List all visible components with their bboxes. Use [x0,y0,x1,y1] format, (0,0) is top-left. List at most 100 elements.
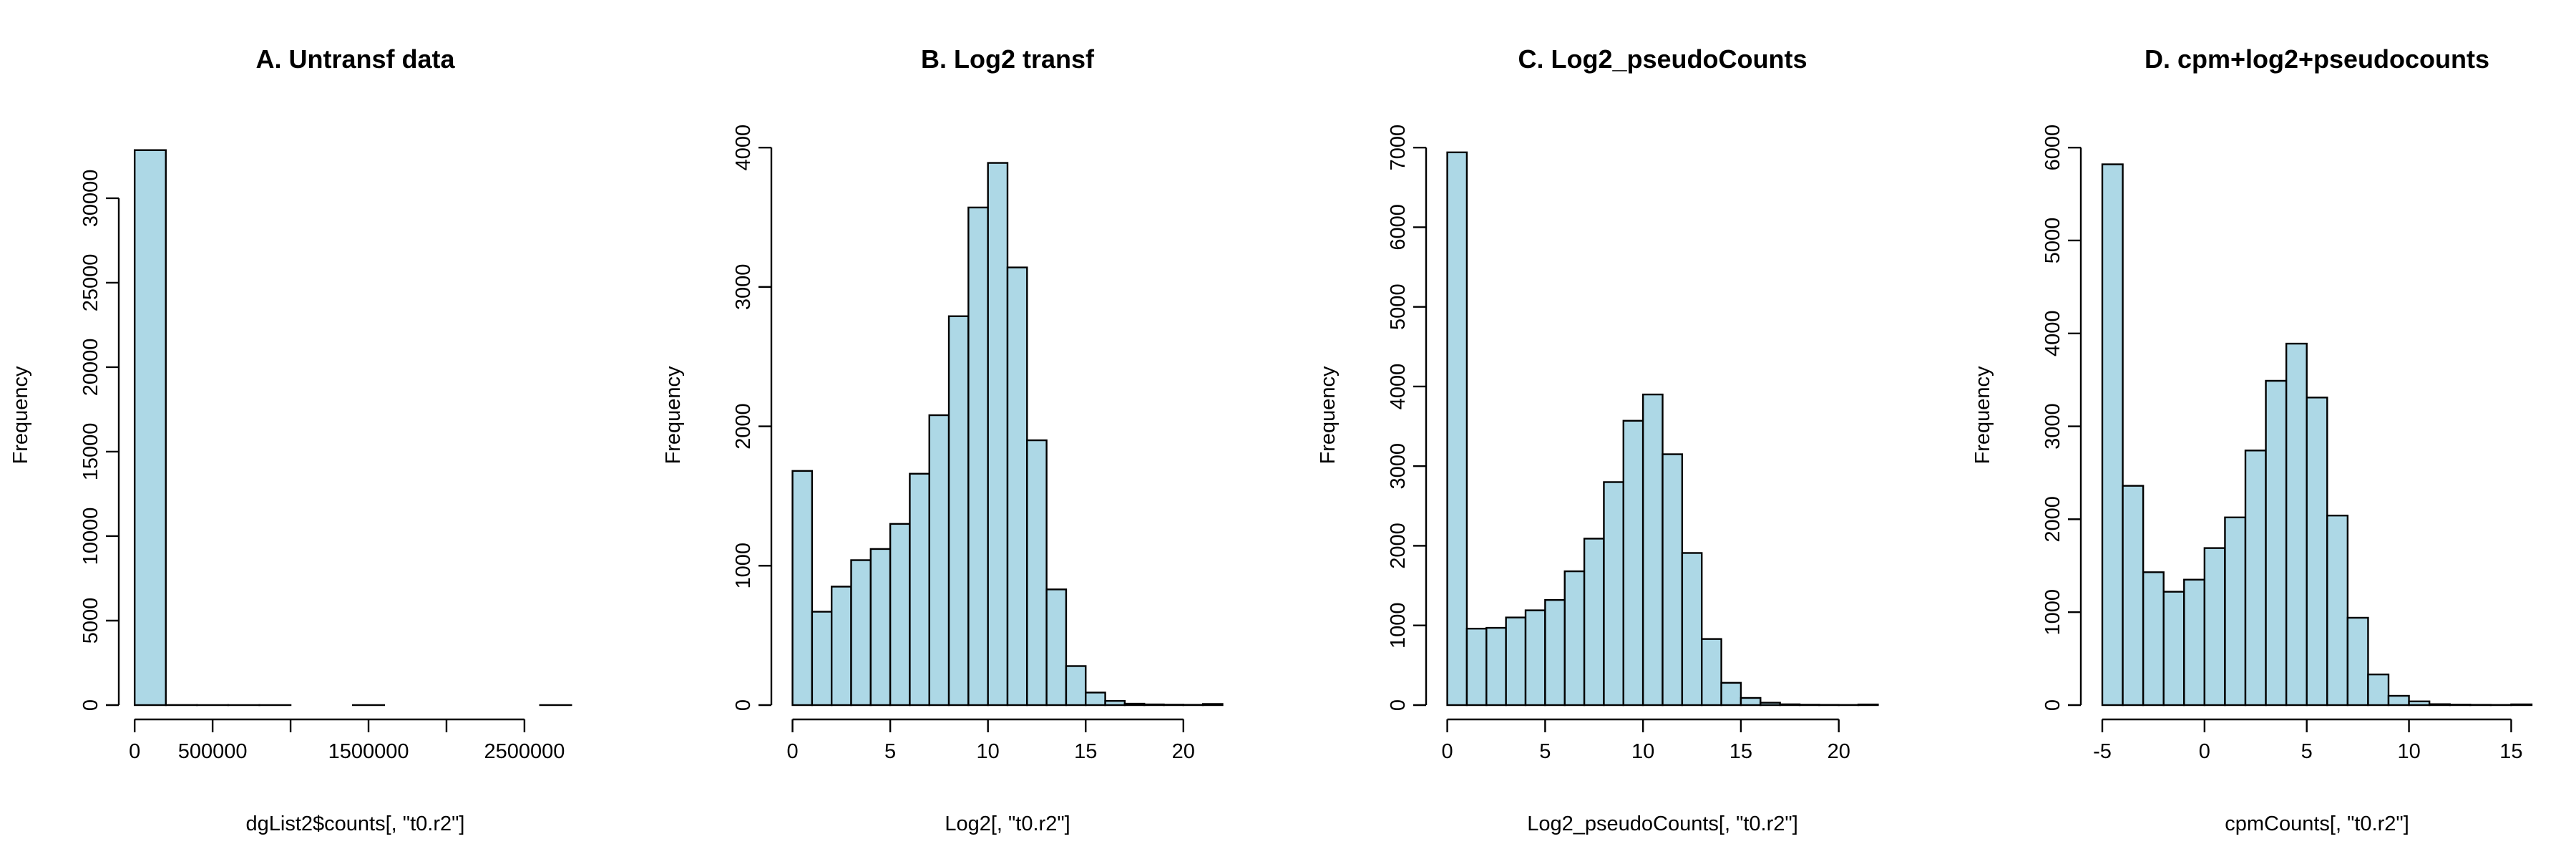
y-tick-label: 2000 [2041,496,2064,543]
histogram-panel-c: C. Log2_pseudoCounts 0 5 10 15 20 0 1000 2000 300… [1317,44,1879,835]
y-tick-label: 0 [732,699,755,711]
y-axis-label: Frequency [9,366,32,465]
chart-title: B. Log2 transf [921,44,1095,74]
histogram-bar [1681,552,1703,707]
histogram-bar [2510,703,2533,707]
y-tick-label: 30000 [79,170,102,228]
histogram-bar [2367,673,2390,707]
histogram-bar [1026,439,1048,707]
histogram-bar [1779,703,1801,707]
histogram-bar [2101,163,2124,707]
y-axis-label: Frequency [662,366,685,465]
y-tick-label: 0 [2041,699,2064,711]
histogram-bar [1524,609,1546,707]
x-tick-label: 20 [1828,740,1850,763]
histogram-bar [1641,393,1664,707]
histogram-bar [2306,397,2328,707]
histogram-bar [2285,342,2308,707]
histogram-bar [1760,702,1781,707]
histogram-bar [1563,570,1586,707]
histogram-bar [1085,691,1106,707]
x-tick-label: 5 [884,740,896,763]
y-tick-label: 4000 [732,125,755,171]
y-tick-label: 0 [79,699,102,711]
histogram-bar [909,472,930,707]
histogram-bar [1662,453,1684,707]
histogram-bar [1465,627,1488,707]
y-tick-label: 7000 [1387,125,1410,171]
histogram-bar [889,523,911,707]
histogram-bar [2408,700,2431,707]
y-tick-label: 2000 [732,403,755,450]
histogram-bar [2265,379,2288,707]
y-tick-label: 6000 [2041,125,2064,171]
histogram-bar [1622,419,1644,707]
histogram-bar [1544,598,1566,707]
y-tick-label: 5000 [1387,283,1410,330]
x-tick-label: 0 [1442,740,1453,763]
histogram-bar [1603,481,1624,707]
histogram-bar [1798,704,1820,707]
histogram-bar [947,315,970,707]
x-tick-label: 10 [977,740,1000,763]
x-tick-label: 0 [129,740,140,763]
y-tick-label: 10000 [79,508,102,566]
y-tick-label: 6000 [1387,204,1410,251]
x-tick-label: 2500000 [484,740,565,763]
histogram-bar [1045,588,1068,707]
y-tick-label: 2000 [1387,523,1410,569]
histogram-bar [2224,516,2247,707]
y-tick-label: 5000 [79,598,102,644]
y-axis-label: Frequency [1971,366,1994,465]
histogram-bar [850,559,872,707]
histogram-bar [1701,638,1722,707]
histogram-bar [2203,547,2226,707]
histogram-bar [830,586,852,707]
x-tick-label: 15 [1729,740,1752,763]
histogram-bar [1740,697,1762,707]
histogram-bar [1720,681,1742,707]
histogram-bar [1446,151,1468,707]
x-tick-label: 1500000 [328,740,409,763]
y-tick-label: 0 [1387,699,1410,711]
histogram-bar [1485,626,1507,707]
y-axis-label: Frequency [1317,366,1340,465]
histogram-bar [1123,702,1146,707]
histogram-bar [2142,571,2165,707]
histogram-bar [928,414,950,707]
chart-title: C. Log2_pseudoCounts [1518,44,1807,74]
x-tick-label: 5 [2301,740,2313,763]
histogram-panel-d: D. cpm+log2+pseudocounts -5 0 5 10 15 0 1000 200… [1971,44,2533,835]
x-tick-label: 15 [1074,740,1097,763]
histogram-bar [1006,266,1028,707]
y-tick-label: 1000 [1387,602,1410,649]
y-tick-label: 1000 [2041,589,2064,636]
chart-title: D. cpm+log2+pseudocounts [2145,44,2489,74]
histogram-bar [1857,703,1879,707]
histogram-bar [1201,703,1224,707]
histogram-bar [811,611,833,707]
histogram-bar [2244,450,2267,707]
x-tick-label: 0 [2199,740,2210,763]
y-tick-label: 4000 [2041,311,2064,357]
x-tick-label: 10 [2397,740,2420,763]
histogram-bar [2449,704,2472,707]
y-tick-label: 5000 [2041,218,2064,264]
x-tick-label: 0 [786,740,798,763]
x-tick-label: 10 [1631,740,1654,763]
x-tick-label: -5 [2093,740,2112,763]
y-tick-label: 15000 [79,423,102,481]
histogram-bar [1505,616,1527,707]
histogram-bar [2162,591,2185,707]
x-axis-label: cpmCounts[, "t0.r2"] [2225,812,2409,835]
histogram-bar [1163,704,1185,707]
y-tick-label: 3000 [2041,403,2064,450]
x-tick-label: 5 [1539,740,1551,763]
histogram-bar [967,206,989,707]
y-tick-label: 3000 [1387,443,1410,490]
y-tick-label: 4000 [1387,364,1410,410]
histogram-bar [2122,485,2145,707]
x-tick-label: 20 [1172,740,1195,763]
